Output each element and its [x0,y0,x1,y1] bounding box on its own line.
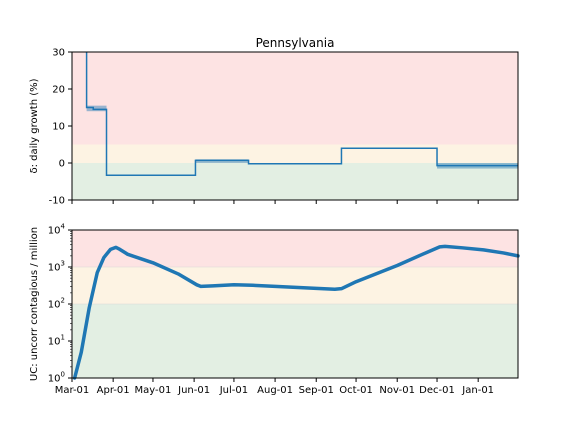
growth-rate-x-ticks [71,200,479,204]
growth-uncertainty-band-0 [86,105,107,112]
growth-rate-line [85,52,518,176]
contagious-y-tick-label: 104 [48,223,66,237]
contagious-line [72,244,520,380]
contagious-x-tick-label: Apr-01 [97,385,130,396]
growth-band-1 [72,144,518,163]
contagious-x-tick-label: Sep-01 [299,385,334,396]
contagious-x-tick-label: Mar-01 [55,385,90,396]
contagious-band-1 [72,267,518,304]
contagious-y-tick-label: 100 [48,371,65,385]
contagious-x-tick-label: Oct-01 [339,385,373,396]
growth-rate-background-bands [72,52,518,200]
growth-band-0 [72,163,518,200]
contagious-band-0 [72,304,518,378]
contagious-panel: 100 101 102 103 104 Mar-01 Apr-01 May-01 Jun-01… [29,223,520,396]
growth-y-tick-label: 0 [59,159,65,170]
contagious-y-tick-label: 102 [48,297,65,311]
contagious-x-tick-label: May-01 [135,385,172,396]
contagious-background-bands [72,230,518,378]
growth-rate-y-axis-label: δ: daily growth (%) [29,78,40,173]
contagious-series [72,244,520,380]
contagious-x-tick-label: Dec-01 [419,385,455,396]
contagious-x-tick-label: Aug-01 [257,385,293,396]
growth-rate-panel: -10 0 10 20 30 δ: daily growth (%) [29,48,519,207]
growth-rate-y-ticks: -10 0 10 20 30 [49,48,72,207]
contagious-y-tick-label: 103 [48,260,65,274]
contagious-x-ticks: Mar-01 Apr-01 May-01 Jun-01 Jul-01 Aug-01 Sep-… [55,378,494,396]
contagious-x-tick-label: Jul-01 [219,385,248,396]
growth-y-tick-label: -10 [49,196,65,207]
contagious-y-tick-label: 101 [48,334,65,348]
contagious-x-tick-label: Jun-01 [177,385,210,396]
contagious-y-axis-label: UC: uncorr contagious / million [29,227,40,381]
growth-y-tick-label: 10 [52,122,65,133]
chart-title: Pennsylvania [256,36,335,50]
growth-rate-series [85,52,518,176]
growth-y-tick-label: 20 [52,85,65,96]
growth-y-tick-label: 30 [52,48,65,59]
contagious-x-tick-label: Jan-01 [461,385,494,396]
contagious-y-ticks: 100 101 102 103 104 [48,223,72,385]
contagious-x-tick-label: Nov-01 [379,385,415,396]
growth-band-2 [72,52,518,145]
